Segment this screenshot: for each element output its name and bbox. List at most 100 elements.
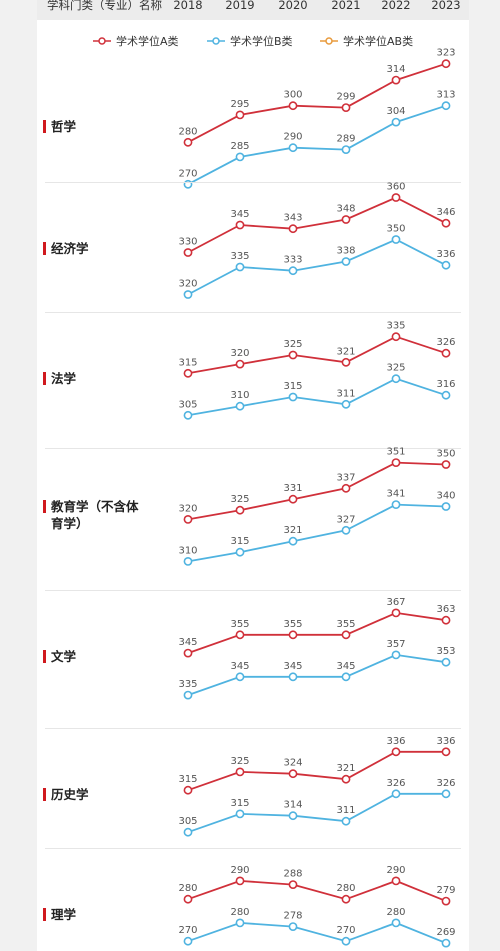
series-a-point[interactable] [183,785,193,795]
series-a-point[interactable] [183,137,193,147]
series-b-point[interactable] [391,500,401,509]
series-a-point[interactable] [391,193,401,202]
series-a-point[interactable] [441,218,451,228]
category-accent-bar [43,242,46,255]
series-a-point[interactable] [235,359,245,369]
series-a-point[interactable] [441,896,451,906]
series-a-point[interactable] [441,348,451,358]
series-b-point[interactable] [391,918,401,928]
series-a-point[interactable] [183,368,193,378]
series-b-point[interactable] [183,936,193,946]
series-b-point[interactable] [235,918,245,928]
series-b-point[interactable] [391,650,401,660]
chart-row-7: 理学 280 290 288 280 290 279 270 280 278 270 280 269 [37,848,469,951]
series-b-point[interactable] [391,374,401,384]
series-a-point[interactable] [441,747,451,757]
legend-item-ab[interactable]: 学术学位AB类 [320,33,413,49]
row-divider [45,182,461,183]
series-a-point[interactable] [183,894,193,904]
series-a-point[interactable] [391,876,401,886]
series-a-point[interactable] [288,630,298,640]
series-b-point[interactable] [441,789,451,799]
series-b-point[interactable] [183,827,193,837]
series-a-point[interactable] [288,494,298,504]
series-a-point[interactable] [391,332,401,342]
series-b-point[interactable] [288,392,298,402]
series-b-point[interactable] [341,399,351,409]
series-a-point[interactable] [341,483,351,493]
series-a-point[interactable] [341,103,351,112]
series-a-data-label: 330 [178,237,197,248]
series-b-point[interactable] [341,525,351,535]
series-a-data-label: 295 [230,99,249,110]
series-b-point[interactable] [441,101,451,111]
series-a-point[interactable] [288,101,298,111]
series-b-point[interactable] [341,257,351,266]
series-a-point[interactable] [183,248,193,257]
series-a-point[interactable] [341,357,351,367]
series-a-point[interactable] [391,608,401,618]
series-a-point[interactable] [235,876,245,886]
series-b-point[interactable] [288,672,298,682]
series-a-point[interactable] [235,110,245,120]
series-b-point[interactable] [391,117,401,127]
series-a-point[interactable] [391,75,401,85]
series-a-point[interactable] [288,769,298,779]
series-a-point[interactable] [341,215,351,224]
series-b-point[interactable] [441,938,451,948]
series-b-point[interactable] [183,410,193,420]
series-a-point[interactable] [341,630,351,640]
series-a-point[interactable] [235,767,245,777]
series-b-point[interactable] [441,260,451,270]
series-b-point[interactable] [183,290,193,299]
series-a-point[interactable] [441,460,451,469]
series-b-point[interactable] [288,143,298,153]
series-b-point[interactable] [288,811,298,821]
series-a-line [187,335,447,375]
series-b-point[interactable] [183,557,193,566]
category-label: 哲学 [43,118,141,135]
series-b-point[interactable] [235,262,245,272]
series-a-point[interactable] [288,224,298,234]
series-b-point[interactable] [441,502,451,511]
series-a-point[interactable] [441,59,451,69]
series-a-data-label: 320 [178,503,197,514]
series-b-point[interactable] [288,922,298,931]
series-b-point[interactable] [341,672,351,682]
legend-item-a[interactable]: 学术学位A类 [93,33,179,49]
series-a-line [187,461,447,521]
series-a-point[interactable] [235,630,245,640]
series-b-point[interactable] [288,266,298,276]
series-a-point[interactable] [288,880,298,889]
series-b-point[interactable] [341,936,351,946]
series-b-point[interactable] [441,390,451,400]
series-b-point[interactable] [235,809,245,819]
series-a-point[interactable] [391,458,401,467]
series-a-data-label: 325 [283,339,302,350]
series-b-point[interactable] [235,547,245,557]
series-a-point[interactable] [391,747,401,757]
series-b-point[interactable] [341,145,351,154]
series-b-point[interactable] [441,657,451,667]
series-b-point[interactable] [288,536,298,546]
series-a-point[interactable] [235,505,245,515]
series-a-point[interactable] [341,894,351,904]
series-a-data-label: 345 [178,637,197,648]
series-b-point[interactable] [183,690,193,700]
series-a-point[interactable] [183,515,193,524]
series-a-data-label: 321 [336,346,355,357]
series-b-point[interactable] [391,789,401,799]
series-b-data-label: 310 [178,545,197,556]
series-b-point[interactable] [341,816,351,826]
series-a-point[interactable] [441,615,451,625]
series-b-point[interactable] [235,672,245,682]
series-b-point[interactable] [235,401,245,411]
series-b-point[interactable] [391,235,401,244]
series-a-data-label: 336 [386,736,405,747]
series-a-point[interactable] [183,648,193,658]
series-b-point[interactable] [235,152,245,162]
series-a-point[interactable] [235,220,245,230]
series-a-point[interactable] [341,774,351,784]
legend-item-b[interactable]: 学术学位B类 [207,33,293,49]
series-a-point[interactable] [288,350,298,360]
